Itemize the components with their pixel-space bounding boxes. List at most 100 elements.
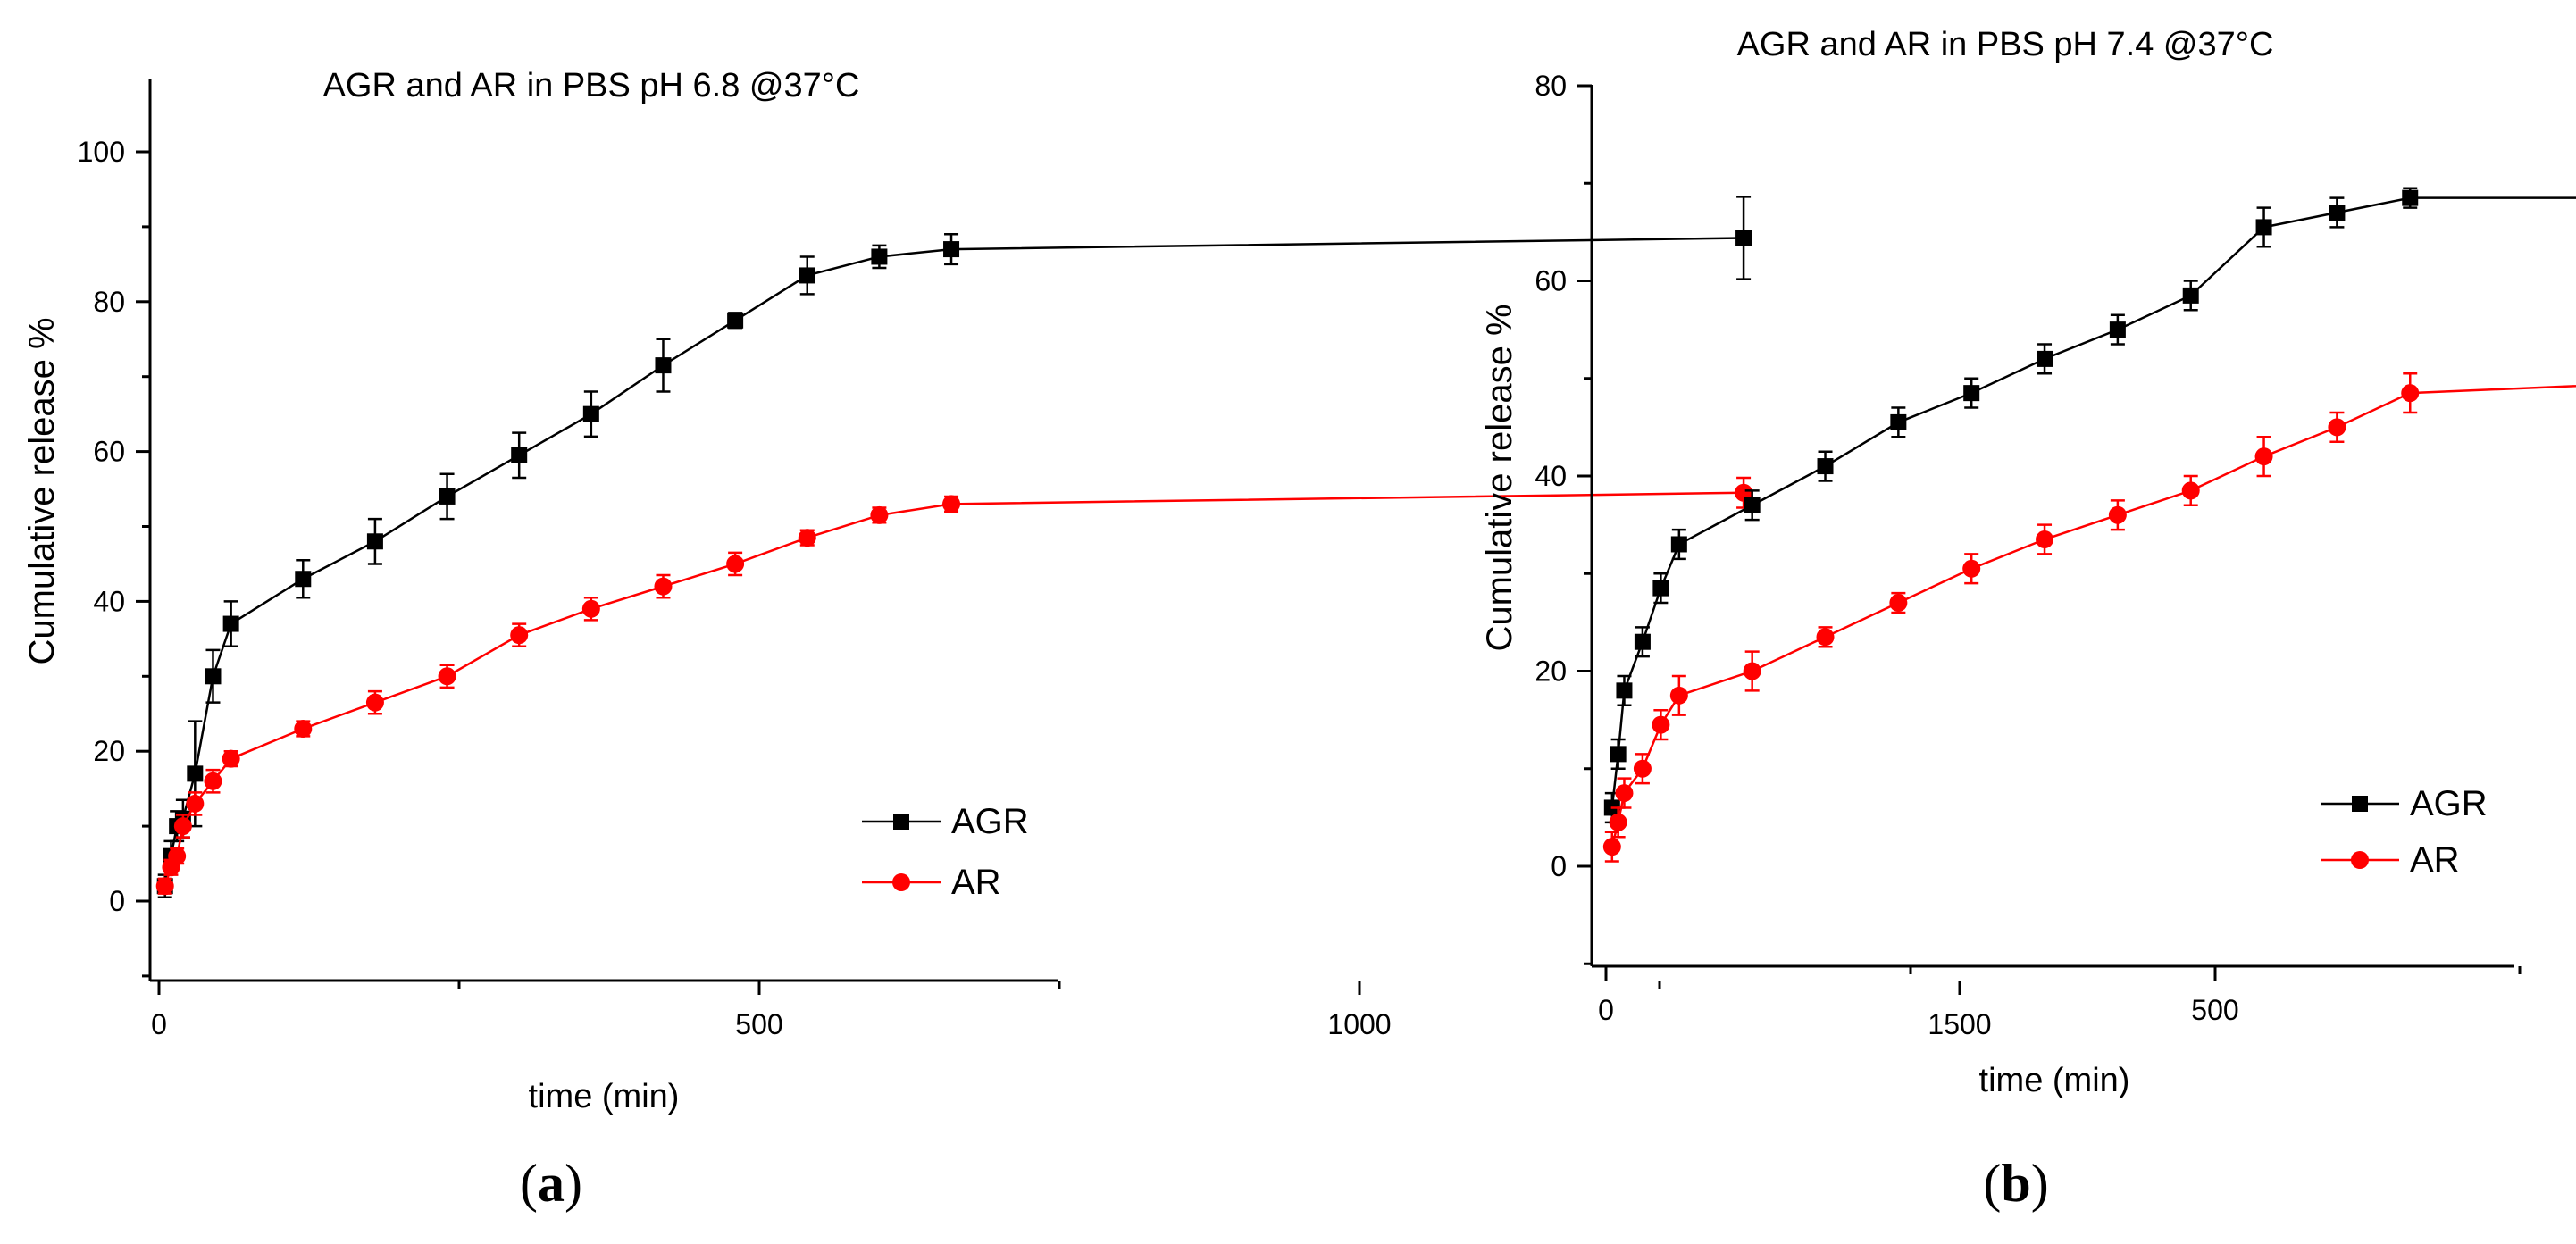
legend-label: AGR xyxy=(2410,784,2488,823)
data-point-ar xyxy=(654,577,673,596)
x-tick-label: 500 xyxy=(735,1008,782,1040)
data-point-agr xyxy=(1817,458,1834,475)
data-point-agr xyxy=(2182,287,2199,304)
data-point-agr xyxy=(439,488,456,505)
data-point-ar xyxy=(2254,447,2273,466)
data-point-agr xyxy=(511,447,528,463)
x-tick-label: 1000 xyxy=(1327,1008,1391,1040)
chart-panel-b: 050010001500020406080AGR and AR in PBS p… xyxy=(1480,26,2576,1213)
data-point-ar xyxy=(1652,715,1670,734)
data-point-agr xyxy=(2255,219,2272,236)
data-point-agr xyxy=(799,267,815,284)
data-point-agr xyxy=(943,241,960,258)
x-tick-label: 1500 xyxy=(1928,1008,1991,1040)
data-point-agr xyxy=(366,533,383,550)
y-tick-label: 80 xyxy=(93,286,125,318)
data-point-agr xyxy=(871,248,888,265)
data-point-ar xyxy=(173,817,192,836)
x-axis-label: time (min) xyxy=(529,1078,680,1115)
data-point-agr xyxy=(222,615,239,632)
data-point-agr xyxy=(1963,385,1980,402)
legend-label: AGR xyxy=(951,802,1029,841)
data-point-ar xyxy=(1615,784,1634,803)
data-point-ar xyxy=(1743,662,1761,680)
data-point-agr xyxy=(1744,497,1761,513)
data-point-ar xyxy=(2401,384,2420,403)
data-point-agr xyxy=(2037,350,2053,367)
x-tick-label: 0 xyxy=(151,1008,167,1040)
y-axis-label: Cumulative release % xyxy=(22,317,62,664)
legend-marker-square xyxy=(2352,796,2368,812)
y-tick-label: 40 xyxy=(1535,460,1567,492)
legend-entry-agr: AGR xyxy=(2321,784,2488,823)
data-point-ar xyxy=(2181,481,2200,500)
legend-marker-circle xyxy=(2351,851,2369,869)
data-point-agr xyxy=(727,312,744,329)
data-point-agr xyxy=(187,765,204,782)
data-point-ar xyxy=(186,794,205,813)
data-point-ar xyxy=(155,877,174,896)
y-tick-label: 20 xyxy=(93,735,125,767)
data-point-ar xyxy=(365,693,384,712)
data-point-agr xyxy=(1735,230,1752,246)
data-point-agr xyxy=(2109,321,2126,338)
x-tick-label: 0 xyxy=(1598,994,1614,1026)
data-point-agr xyxy=(1670,536,1687,553)
y-tick-label: 80 xyxy=(1535,70,1567,102)
y-tick-label: 40 xyxy=(93,585,125,617)
legend-entry-ar: AR xyxy=(862,863,1001,902)
data-point-ar xyxy=(1962,559,1981,578)
data-point-ar xyxy=(726,555,745,573)
y-tick-label: 0 xyxy=(1551,850,1567,882)
x-tick-label: 500 xyxy=(2191,994,2238,1026)
panel-label: (b) xyxy=(1983,1154,2048,1213)
chart-panel-a: 0 500 1000 1500 0 20 40 60 80 100 AGR and AR in PB… xyxy=(22,67,1992,1213)
data-point-ar xyxy=(1889,594,1908,613)
data-point-ar xyxy=(1609,813,1627,831)
data-point-agr xyxy=(2402,189,2419,206)
data-point-agr xyxy=(2329,205,2346,221)
data-point-ar xyxy=(2108,505,2127,524)
legend-entry-agr: AGR xyxy=(862,802,1029,841)
legend-marker-square xyxy=(893,814,909,830)
legend-label: AR xyxy=(2410,840,2460,880)
y-tick-label: 20 xyxy=(1535,655,1567,688)
data-point-ar xyxy=(870,505,889,524)
data-point-ar xyxy=(204,772,222,790)
panel-label: (a) xyxy=(520,1154,582,1213)
data-point-ar xyxy=(168,847,187,865)
series-agr xyxy=(1603,187,2576,824)
data-point-ar xyxy=(1735,483,1753,502)
data-point-ar xyxy=(581,599,600,618)
y-tick-label: 60 xyxy=(1535,265,1567,297)
data-point-ar xyxy=(510,626,529,645)
data-point-ar xyxy=(294,720,313,739)
data-point-agr xyxy=(1610,746,1627,763)
data-point-ar xyxy=(222,749,240,768)
data-point-agr xyxy=(1634,633,1651,650)
data-point-agr xyxy=(582,405,599,422)
data-point-ar xyxy=(2328,418,2346,437)
data-point-ar xyxy=(438,667,456,686)
data-point-ar xyxy=(942,495,961,513)
data-point-ar xyxy=(2036,530,2054,549)
legend-marker-circle xyxy=(892,873,910,891)
data-point-agr xyxy=(655,357,672,374)
data-point-agr xyxy=(205,668,222,685)
data-point-ar xyxy=(798,529,816,547)
data-point-ar xyxy=(1816,628,1835,647)
data-point-agr xyxy=(1890,413,1907,430)
chart-title: AGR and AR in PBS pH 6.8 @37°C xyxy=(323,67,860,104)
series-ar xyxy=(155,476,1753,896)
data-point-ar xyxy=(1602,838,1621,856)
series-ar xyxy=(1602,372,2576,863)
data-point-agr xyxy=(295,571,312,588)
y-tick-label: 0 xyxy=(109,885,125,917)
legend-label: AR xyxy=(951,863,1001,902)
legend-entry-ar: AR xyxy=(2321,840,2460,880)
data-point-agr xyxy=(1652,580,1669,597)
data-point-ar xyxy=(1669,686,1688,705)
x-axis-label: time (min) xyxy=(1979,1062,2130,1099)
y-tick-label: 100 xyxy=(78,136,125,168)
